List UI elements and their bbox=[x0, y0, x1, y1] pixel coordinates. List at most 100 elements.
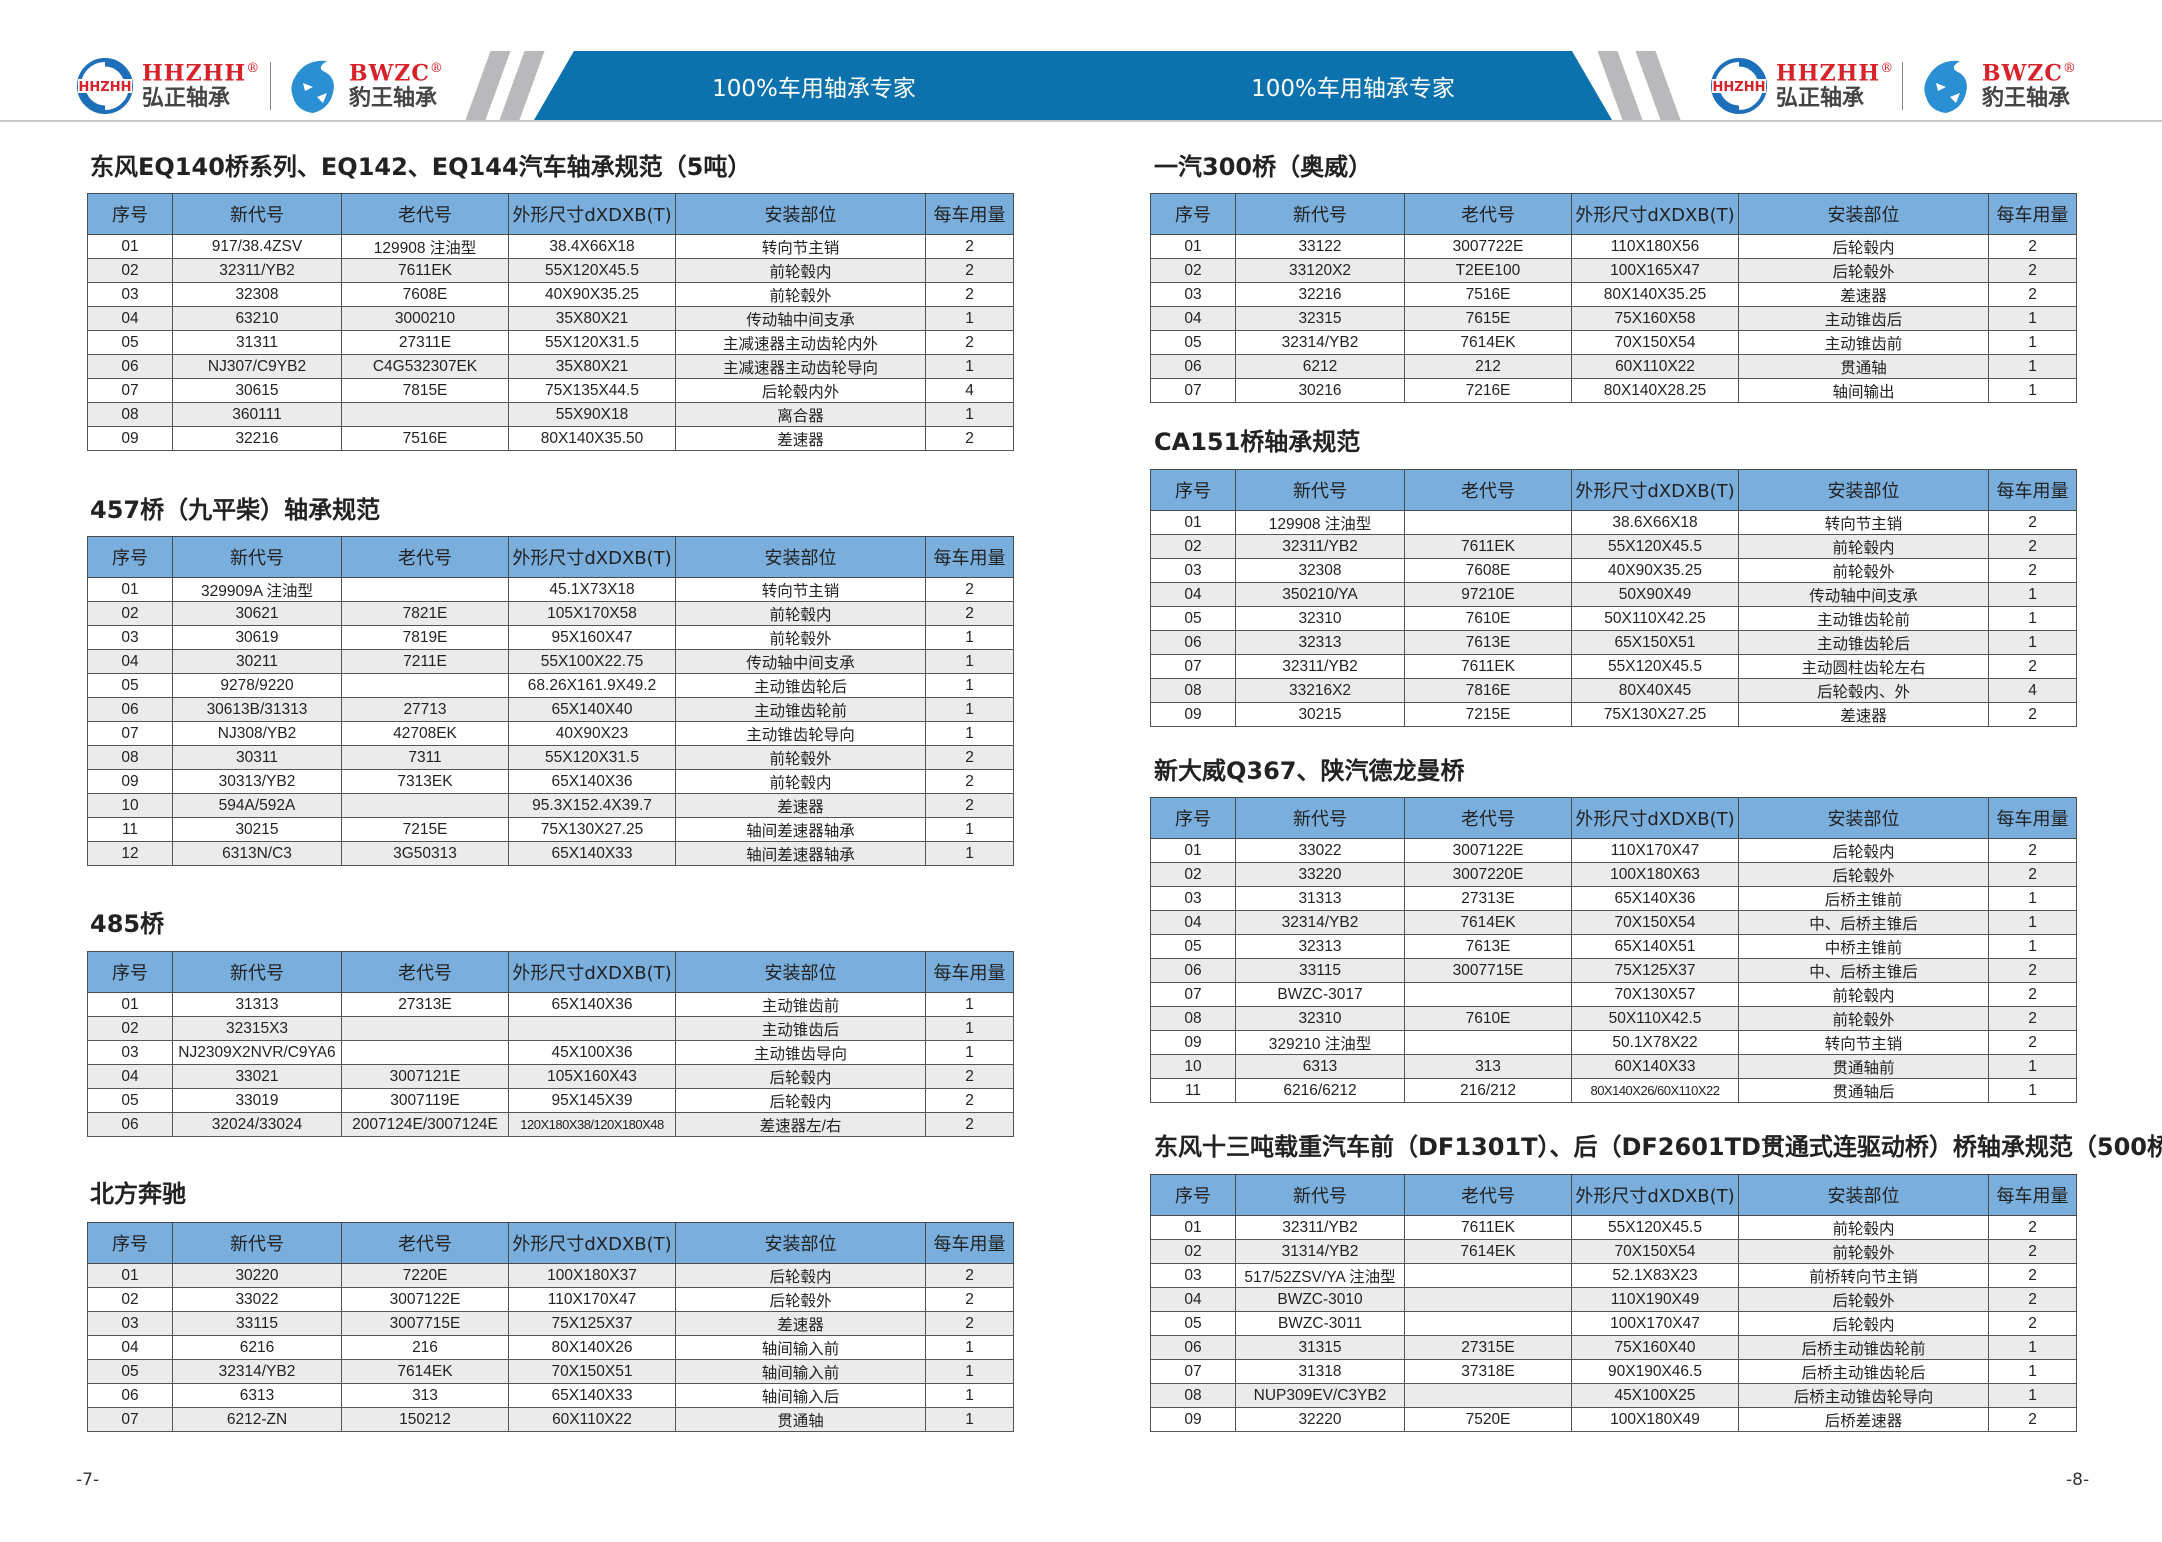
column-header-new-code: 新代号 bbox=[1235, 1174, 1405, 1216]
column-header-qty-per-vehicle: 每车用量 bbox=[925, 536, 1014, 578]
cell-old-code: 3007122E bbox=[1404, 838, 1572, 863]
table-row: 05 32314/YB2 7614EK 70X150X54 主动锥齿前 1 bbox=[1150, 330, 2077, 355]
cell-old-code: 7313EK bbox=[341, 769, 509, 794]
cell-new-code: 33216X2 bbox=[1235, 678, 1405, 703]
cell-old-code: 27313E bbox=[341, 992, 509, 1017]
cell-qty-per-vehicle: 1 bbox=[1988, 306, 2077, 331]
cell-install-position: 主减速器主动齿轮内外 bbox=[675, 330, 926, 355]
cell-seq: 02 bbox=[1150, 862, 1236, 887]
table-row: 01 33022 3007122E 110X170X47 后轮毂内 2 bbox=[1150, 838, 2077, 863]
table-row: 08 33216X2 7816E 80X40X45 后轮毂内、外 4 bbox=[1150, 678, 2077, 703]
cell-new-code: 33022 bbox=[172, 1287, 342, 1312]
column-header-install-position: 安装部位 bbox=[1738, 193, 1989, 235]
cell-qty-per-vehicle: 1 bbox=[1988, 1359, 2077, 1384]
cell-qty-per-vehicle: 2 bbox=[1988, 258, 2077, 283]
cell-new-code: 31318 bbox=[1235, 1359, 1405, 1384]
table-row: 07 30216 7216E 80X140X28.25 轴间输出 1 bbox=[1150, 378, 2077, 403]
cell-qty-per-vehicle: 2 bbox=[925, 426, 1014, 451]
column-header-dimensions: 外形尺寸dXDXB(T) bbox=[508, 193, 676, 235]
table-row: 02 33120X2 T2EE100 100X165X47 后轮毂外 2 bbox=[1150, 258, 2077, 283]
cell-seq: 03 bbox=[1150, 886, 1236, 911]
table-row: 09 329210 注油型 50.1X78X22 转向节主销 2 bbox=[1150, 1030, 2077, 1055]
cell-new-code: 30215 bbox=[172, 817, 342, 842]
cell-qty-per-vehicle: 1 bbox=[925, 992, 1014, 1017]
cell-install-position: 轴间差速器轴承 bbox=[675, 841, 926, 866]
slogan-text: 100%车用轴承专家 bbox=[712, 75, 916, 102]
table-row: 08 32310 7610E 50X110X42.5 前轮毂外 2 bbox=[1150, 1006, 2077, 1031]
table-row: 08 NUP309EV/C3YB2 45X100X25 后桥主动锥齿轮导向 1 bbox=[1150, 1383, 2077, 1408]
table-row: 01 32311/YB2 7611EK 55X120X45.5 前轮毂内 2 bbox=[1150, 1215, 2077, 1240]
section-title: 新大威Q367、陕汽德龙曼桥 bbox=[1154, 757, 1465, 785]
table-row: 04 63210 3000210 35X80X21 传动轴中间支承 1 bbox=[87, 306, 1014, 331]
cell-old-code: 7819E bbox=[341, 625, 509, 650]
cell-new-code: 30313/YB2 bbox=[172, 769, 342, 794]
cell-old-code: 7816E bbox=[1404, 678, 1572, 703]
cell-new-code: 129908 注油型 bbox=[1235, 510, 1405, 535]
cell-dimensions: 35X80X21 bbox=[508, 354, 676, 379]
logo-divider bbox=[270, 62, 271, 110]
cell-qty-per-vehicle: 2 bbox=[1988, 958, 2077, 983]
cell-seq: 10 bbox=[1150, 1054, 1236, 1079]
cell-old-code: 3G50313 bbox=[341, 841, 509, 866]
cell-dimensions: 55X120X45.5 bbox=[1571, 654, 1739, 679]
brand2-cn: 豹王轴承 bbox=[1982, 85, 2071, 111]
cell-dimensions: 90X190X46.5 bbox=[1571, 1359, 1739, 1384]
cell-dimensions: 40X90X35.25 bbox=[508, 282, 676, 307]
cell-install-position: 前桥转向节主销 bbox=[1738, 1263, 1989, 1288]
cell-seq: 07 bbox=[1150, 982, 1236, 1007]
cell-dimensions: 100X180X37 bbox=[508, 1263, 676, 1288]
cell-dimensions: 70X150X51 bbox=[508, 1359, 676, 1384]
cell-seq: 03 bbox=[87, 625, 173, 650]
cell-new-code: 594A/592A bbox=[172, 793, 342, 818]
bwzc-logo: BWZC® 豹王轴承 bbox=[287, 55, 444, 117]
table-row: 05 BWZC-3011 100X170X47 后轮毂内 2 bbox=[1150, 1311, 2077, 1336]
brand1-en: HHZHH bbox=[142, 60, 247, 87]
cell-dimensions: 80X40X45 bbox=[1571, 678, 1739, 703]
table-row: 02 31314/YB2 7614EK 70X150X54 前轮毂外 2 bbox=[1150, 1239, 2077, 1264]
cell-dimensions: 80X140X35.25 bbox=[1571, 282, 1739, 307]
table-row: 03 517/52ZSV/YA 注油型 52.1X83X23 前桥转向节主销 2 bbox=[1150, 1263, 2077, 1288]
cell-new-code: 31314/YB2 bbox=[1235, 1239, 1405, 1264]
spec-table-df500: 序号 新代号 老代号 外形尺寸dXDXB(T) 安装部位 每车用量 01 32311/YB2 7… bbox=[1150, 1174, 2077, 1432]
cell-qty-per-vehicle: 1 bbox=[925, 1359, 1014, 1384]
cell-qty-per-vehicle: 1 bbox=[1988, 330, 2077, 355]
cell-install-position: 差速器 bbox=[1738, 702, 1989, 727]
cell-old-code: 7516E bbox=[341, 426, 509, 451]
cell-old-code bbox=[1404, 1030, 1572, 1055]
table-row: 07 NJ308/YB2 42708EK 40X90X23 主动锥齿轮导向 1 bbox=[87, 721, 1014, 746]
brand2-en: BWZC bbox=[349, 60, 430, 87]
cell-old-code: 212 bbox=[1404, 354, 1572, 379]
cell-dimensions: 50X90X49 bbox=[1571, 582, 1739, 607]
cell-qty-per-vehicle: 2 bbox=[925, 601, 1014, 626]
cell-new-code: 31313 bbox=[172, 992, 342, 1017]
cell-old-code: 7215E bbox=[341, 817, 509, 842]
column-header-dimensions: 外形尺寸dXDXB(T) bbox=[1571, 797, 1739, 839]
cell-old-code: C4G532307EK bbox=[341, 354, 509, 379]
cell-seq: 03 bbox=[87, 1040, 173, 1065]
cell-install-position: 前轮毂外 bbox=[675, 745, 926, 770]
cell-new-code: 32308 bbox=[172, 282, 342, 307]
cell-seq: 04 bbox=[1150, 1287, 1236, 1312]
cell-old-code bbox=[1404, 510, 1572, 535]
column-header-install-position: 安装部位 bbox=[1738, 1174, 1989, 1216]
cell-qty-per-vehicle: 2 bbox=[1988, 702, 2077, 727]
cell-new-code: 360111 bbox=[172, 402, 342, 427]
cell-old-code: 27311E bbox=[341, 330, 509, 355]
cell-qty-per-vehicle: 2 bbox=[1988, 1030, 2077, 1055]
table-row: 03 NJ2309X2NVR/C9YA6 45X100X36 主动锥齿导向 1 bbox=[87, 1040, 1014, 1065]
cell-old-code bbox=[1404, 1263, 1572, 1288]
column-header-old-code: 老代号 bbox=[1404, 469, 1572, 511]
cell-new-code: 32311/YB2 bbox=[1235, 654, 1405, 679]
cell-old-code bbox=[341, 1040, 509, 1065]
cell-new-code: 32216 bbox=[1235, 282, 1405, 307]
cell-dimensions: 120X180X38/120X180X48 bbox=[508, 1112, 676, 1137]
cell-dimensions: 38.6X66X18 bbox=[1571, 510, 1739, 535]
cell-dimensions: 55X120X45.5 bbox=[508, 258, 676, 283]
cell-install-position: 后桥主动锥齿轮后 bbox=[1738, 1359, 1989, 1384]
section-title: 485桥 bbox=[90, 910, 165, 938]
cell-new-code: 32308 bbox=[1235, 558, 1405, 583]
cell-seq: 05 bbox=[87, 1359, 173, 1384]
cell-dimensions: 65X140X36 bbox=[508, 769, 676, 794]
brand1-en: HHZHH bbox=[1776, 60, 1881, 87]
cell-seq: 03 bbox=[1150, 1263, 1236, 1288]
